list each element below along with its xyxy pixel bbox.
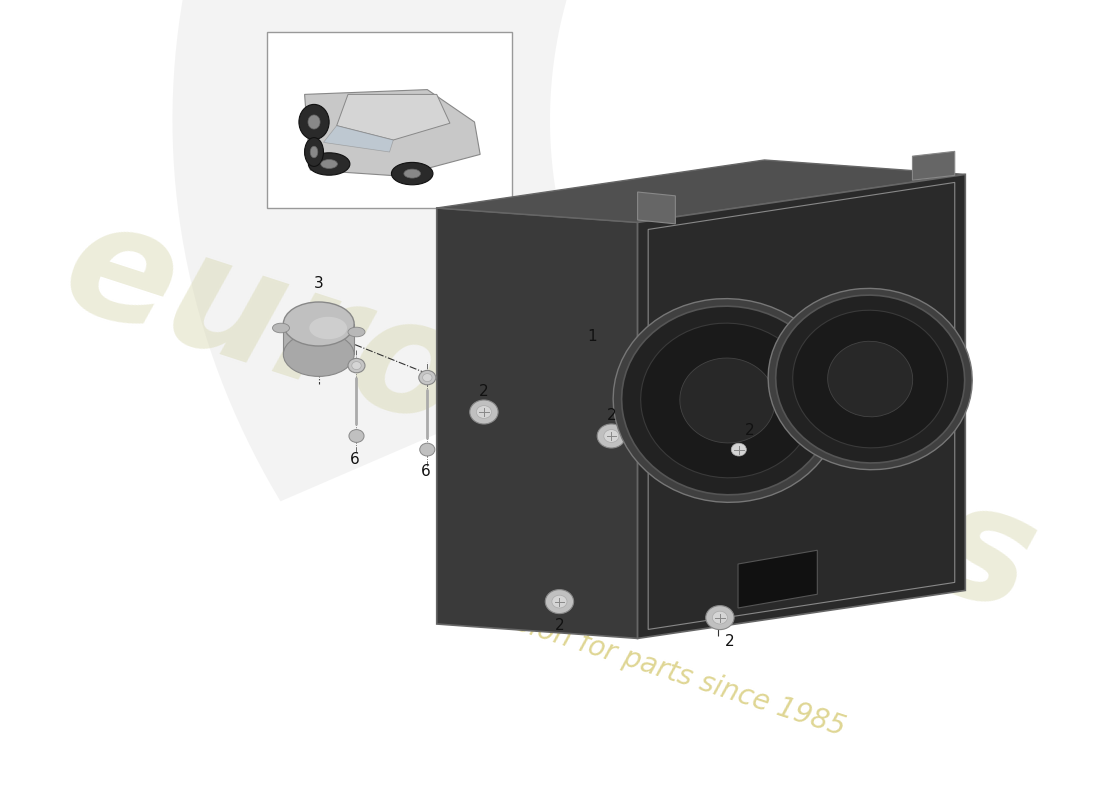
Ellipse shape [284, 302, 354, 346]
Polygon shape [437, 160, 966, 222]
Polygon shape [305, 90, 481, 176]
Ellipse shape [308, 115, 320, 129]
Ellipse shape [348, 358, 365, 373]
Circle shape [546, 590, 573, 614]
Text: eurospares: eurospares [46, 186, 1054, 646]
Circle shape [725, 438, 752, 462]
Text: 2: 2 [746, 423, 755, 438]
Ellipse shape [349, 430, 364, 442]
Text: 2: 2 [554, 618, 564, 633]
Text: 2: 2 [606, 409, 616, 423]
Ellipse shape [613, 298, 842, 502]
Circle shape [597, 424, 626, 448]
Ellipse shape [404, 169, 420, 178]
Ellipse shape [299, 104, 329, 139]
Text: 2: 2 [725, 634, 734, 649]
Ellipse shape [305, 138, 323, 166]
Ellipse shape [309, 317, 348, 339]
Ellipse shape [310, 146, 318, 158]
Polygon shape [738, 550, 817, 608]
Ellipse shape [273, 323, 289, 333]
Polygon shape [323, 126, 394, 152]
Polygon shape [437, 208, 638, 638]
Ellipse shape [392, 162, 433, 185]
Text: 6: 6 [420, 465, 430, 479]
Ellipse shape [793, 310, 948, 448]
Ellipse shape [640, 323, 814, 478]
Ellipse shape [768, 289, 972, 470]
Ellipse shape [420, 443, 434, 456]
Text: 2: 2 [480, 385, 488, 399]
Ellipse shape [284, 333, 354, 377]
Circle shape [552, 595, 567, 608]
Ellipse shape [308, 153, 350, 175]
Ellipse shape [352, 362, 361, 370]
Circle shape [713, 611, 727, 624]
Circle shape [706, 606, 734, 630]
Ellipse shape [680, 358, 775, 443]
Ellipse shape [621, 306, 834, 494]
Ellipse shape [776, 295, 965, 463]
Circle shape [604, 430, 619, 442]
Ellipse shape [827, 342, 913, 417]
Text: 3: 3 [314, 277, 323, 291]
Circle shape [470, 400, 498, 424]
Text: a passion for parts since 1985: a passion for parts since 1985 [440, 586, 848, 742]
Polygon shape [284, 324, 354, 354]
Ellipse shape [422, 374, 432, 382]
Polygon shape [638, 174, 966, 638]
Polygon shape [913, 151, 955, 180]
Ellipse shape [348, 327, 365, 337]
Polygon shape [337, 94, 450, 140]
Bar [267, 32, 513, 208]
Polygon shape [638, 192, 675, 224]
Ellipse shape [321, 159, 338, 169]
Polygon shape [173, 0, 1068, 502]
Circle shape [732, 443, 746, 456]
Text: 6: 6 [350, 453, 360, 467]
Circle shape [476, 406, 492, 418]
Text: 1: 1 [587, 329, 597, 343]
Ellipse shape [419, 370, 436, 385]
